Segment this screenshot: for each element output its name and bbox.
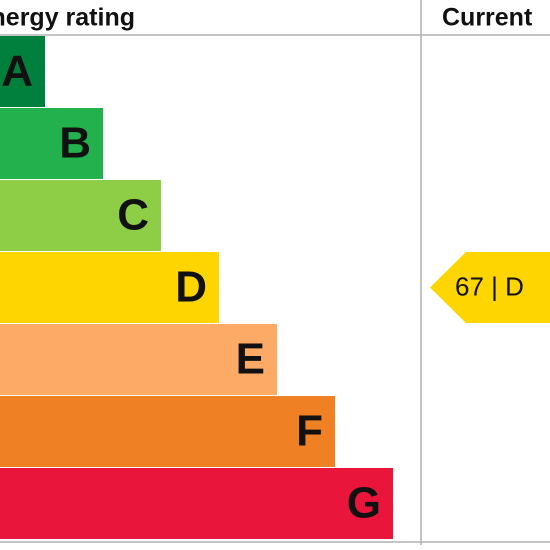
current-label: 67 | D [455, 271, 524, 301]
band-letter: G [347, 479, 381, 528]
band-bar [0, 108, 103, 179]
band-bar [0, 468, 393, 539]
band-letter: E [236, 335, 265, 384]
band-bar [0, 180, 161, 251]
band-letter: B [59, 119, 91, 168]
band-letter: C [117, 191, 149, 240]
current-arrow [430, 252, 550, 323]
band-bar [0, 396, 335, 467]
band-bar [0, 252, 219, 323]
band-letter: A [1, 47, 33, 96]
header-current: Current [442, 4, 533, 32]
band-bar [0, 324, 277, 395]
band-letter: D [175, 263, 207, 312]
band-bar [0, 36, 45, 107]
band-letter: F [296, 407, 323, 456]
header-title: Energy rating [0, 4, 135, 32]
